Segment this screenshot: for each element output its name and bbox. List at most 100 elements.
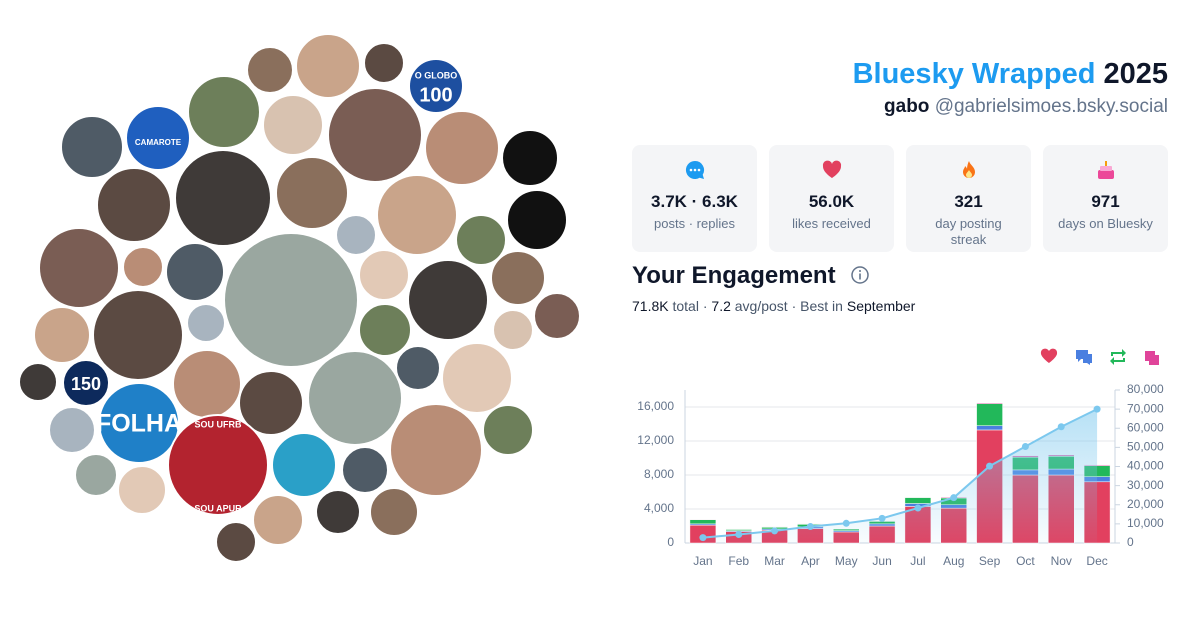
y-tick-label: 0 (667, 535, 674, 549)
line-point (1093, 405, 1101, 413)
x-tick-label: Apr (801, 554, 820, 568)
avatar (33, 306, 91, 364)
line-point (878, 514, 886, 522)
legend-icon (1110, 349, 1126, 365)
avatar (223, 232, 359, 368)
avatar (407, 259, 489, 341)
avatar (98, 382, 180, 464)
y2-tick-label: 40,000 (1127, 459, 1164, 473)
line-point (699, 534, 707, 542)
avatar-label: CAMAROTE (135, 138, 182, 147)
avatar (408, 58, 464, 114)
section-subtitle: 71.8K total · 7.2 avg/post · Best in Sep… (632, 298, 915, 314)
avatar (38, 227, 120, 309)
line-point (735, 530, 743, 538)
stat-card: 971 days on Bluesky (1043, 145, 1168, 252)
x-tick-label: Dec (1086, 554, 1107, 568)
avg-value: 7.2 (711, 298, 731, 314)
avatar (174, 149, 272, 247)
stat-value: 321 (954, 192, 983, 211)
avatar-collage: O GLOBO 100 CAMAROTE FOLHA SOU UFRB SOU … (18, 33, 581, 563)
y-tick-label: 16,000 (637, 399, 674, 413)
y2-tick-label: 0 (1127, 535, 1134, 549)
title: Bluesky Wrapped 2025 (853, 58, 1168, 91)
avatar (376, 174, 458, 256)
total-label: total (672, 298, 699, 314)
avatar (335, 214, 377, 256)
avatar (167, 414, 269, 516)
avatar (252, 494, 304, 546)
x-tick-label: Sep (979, 554, 1001, 568)
avg-label: avg/post (734, 298, 788, 314)
avatar-label: 100 (419, 84, 452, 106)
y2-tick-label: 20,000 (1127, 497, 1164, 511)
icon-posts (685, 160, 704, 179)
icon-likes (822, 160, 841, 178)
avatar (490, 250, 546, 306)
section-title: Your Engagement (632, 262, 870, 290)
avatar (238, 370, 304, 436)
avatar-label: 150 (71, 374, 101, 394)
y2-tick-label: 50,000 (1127, 440, 1164, 454)
y2-tick-label: 30,000 (1127, 478, 1164, 492)
avatar (501, 129, 559, 187)
stat-label: day posting streak (935, 216, 1002, 247)
y-tick-label: 12,000 (637, 433, 674, 447)
avatar (482, 404, 534, 456)
section-title-text: Your Engagement (632, 262, 836, 289)
stat-value: 971 (1091, 192, 1120, 211)
line-point (914, 504, 922, 512)
avatar (455, 214, 507, 266)
avatar-label: SOU APUR (194, 503, 242, 513)
stat-label: likes received (792, 216, 871, 231)
separator: · (791, 298, 797, 314)
line-point (842, 519, 850, 527)
avatar (186, 303, 226, 343)
stat-label: posts · replies (654, 216, 735, 231)
stat-card: 3.7K · 6.3K posts · replies (632, 145, 757, 252)
stat-value: 56.0K (808, 192, 855, 211)
avatar (92, 289, 184, 381)
avatar (533, 292, 581, 340)
line-point (950, 494, 958, 502)
x-tick-label: Oct (1016, 554, 1035, 568)
title-year: 2025 (1103, 58, 1168, 90)
y2-tick-label: 10,000 (1127, 516, 1164, 530)
x-tick-label: Nov (1051, 554, 1072, 568)
avatar (62, 359, 110, 407)
avatar-labels: O GLOBO 100 CAMAROTE FOLHA SOU UFRB SOU … (71, 70, 457, 513)
x-tick-label: Aug (943, 554, 964, 568)
avatar (165, 242, 225, 302)
avatar-group (18, 33, 581, 563)
x-tick-label: Mar (764, 554, 785, 568)
avatar-label: O GLOBO (415, 70, 458, 80)
total-value: 71.8K (632, 298, 669, 314)
avatar (307, 350, 403, 446)
avatar-label: SOU UFRB (195, 419, 243, 429)
info-icon[interactable] (850, 265, 870, 285)
line-point (806, 523, 814, 531)
avatar (395, 345, 441, 391)
avatar (262, 94, 324, 156)
bar-segment (689, 519, 717, 525)
stats: 3.7K · 6.3K posts · replies 56.0K likes … (632, 145, 1168, 252)
avatar (295, 33, 361, 99)
y2-tick-label: 60,000 (1127, 420, 1164, 434)
stat-card: 56.0K likes received (769, 145, 894, 252)
title-brand: Bluesky Wrapped (852, 58, 1096, 90)
legend-icon (1145, 351, 1159, 365)
line-point (1057, 423, 1065, 431)
avatar (122, 246, 164, 288)
avatar (48, 406, 96, 454)
line-area (702, 409, 1098, 543)
avatar (271, 432, 337, 498)
user-handle[interactable]: @gabrielsimoes.bsky.social (934, 96, 1168, 117)
y-tick-label: 8,000 (644, 467, 674, 481)
bar-segment (976, 425, 1003, 431)
engagement-chart: 0 4,000 8,000 12,000 16,000 0 10,000 20,000 30,0… (637, 348, 1164, 568)
separator: · (702, 298, 708, 314)
avatar (60, 115, 124, 179)
icon-streak (962, 161, 975, 178)
icon-cake (1097, 161, 1114, 179)
